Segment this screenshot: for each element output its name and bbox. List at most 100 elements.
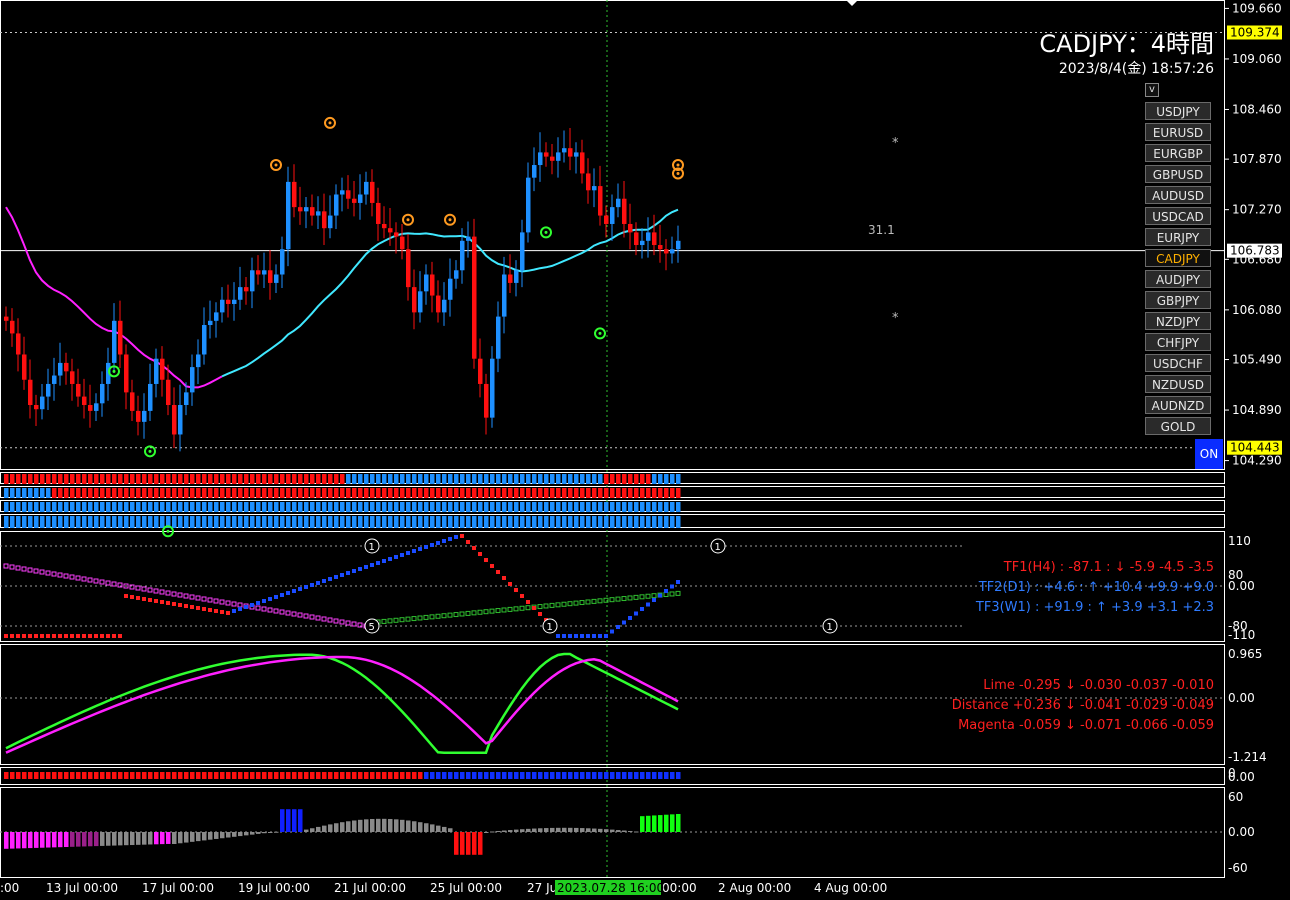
- strip-segment: [454, 488, 459, 498]
- strip-segment: [130, 474, 135, 484]
- symbol-button-eurgbp[interactable]: EURGBP: [1145, 144, 1211, 162]
- strip-segment: [160, 516, 165, 528]
- strip-segment: [214, 488, 219, 498]
- strip-segment: [112, 474, 117, 484]
- strip-segment: [196, 502, 201, 512]
- tf-dot-main: [478, 552, 482, 556]
- symbol-button-gbpjpy[interactable]: GBPJPY: [1145, 291, 1211, 309]
- symbol-button-usdjpy[interactable]: USDJPY: [1145, 102, 1211, 120]
- trend-dot: [310, 772, 315, 779]
- strip-segment: [622, 516, 627, 528]
- star-marker: *: [892, 311, 899, 326]
- tf-axis-label: 80: [1228, 568, 1243, 582]
- price-tick-label: 107.870: [1232, 152, 1282, 166]
- tf-dot-main: [664, 589, 668, 593]
- candle-body: [16, 333, 21, 355]
- strip-segment: [190, 488, 195, 498]
- strip-segment: [616, 516, 621, 528]
- signal-marker: [144, 445, 156, 458]
- strip-segment: [670, 488, 675, 498]
- histogram-bar: [370, 818, 375, 832]
- trend-dot: [166, 772, 171, 779]
- strip-segment: [298, 488, 303, 498]
- tf-dot-main: [250, 603, 254, 607]
- strip-segment: [328, 488, 333, 498]
- symbol-button-nzdjpy[interactable]: NZDJPY: [1145, 312, 1211, 330]
- strip-segment: [484, 502, 489, 512]
- strip-segment: [34, 502, 39, 512]
- strip-segment: [340, 488, 345, 498]
- candle-body: [166, 379, 171, 406]
- trend-dot: [232, 772, 237, 779]
- candle-body: [364, 181, 369, 195]
- strip-segment: [646, 488, 651, 498]
- strip-segment: [610, 516, 615, 528]
- panel-toggle-button[interactable]: v: [1145, 83, 1159, 97]
- histogram-bar: [286, 809, 291, 832]
- tf-dot-green: [543, 603, 549, 609]
- strip-segment: [418, 474, 423, 484]
- histogram-bar: [130, 832, 135, 846]
- tf-dot-green: [519, 605, 525, 611]
- histogram-bar: [604, 829, 609, 832]
- strip-segment: [298, 516, 303, 528]
- symbol-button-audusd[interactable]: AUDUSD: [1145, 186, 1211, 204]
- symbol-button-usdchf[interactable]: USDCHF: [1145, 354, 1211, 372]
- tf-dot-main: [574, 634, 578, 638]
- histogram-bar: [196, 832, 201, 842]
- strip-segment: [292, 516, 297, 528]
- histogram-bar: [238, 832, 243, 837]
- tf-dot-main: [358, 567, 362, 571]
- strip-segment: [94, 488, 99, 498]
- tf-dot-main: [244, 605, 248, 609]
- strip-segment: [442, 488, 447, 498]
- strip-segment: [448, 474, 453, 484]
- symbol-button-nzdusd[interactable]: NZDUSD: [1145, 375, 1211, 393]
- tf-dot-magenta: [39, 569, 45, 575]
- strip-segment: [562, 488, 567, 498]
- tf-dot-green: [483, 609, 489, 615]
- strip-segment: [328, 502, 333, 512]
- strip-segment: [328, 516, 333, 528]
- symbol-button-gbpusd[interactable]: GBPUSD: [1145, 165, 1211, 183]
- symbol-button-gold[interactable]: GOLD: [1145, 417, 1211, 435]
- symbol-button-usdcad[interactable]: USDCAD: [1145, 207, 1211, 225]
- strip-segment: [400, 474, 405, 484]
- strip-segment: [304, 516, 309, 528]
- strip-segment: [196, 474, 201, 484]
- candles: [4, 127, 681, 452]
- strip-segment: [46, 488, 51, 498]
- tf-dot-main: [442, 539, 446, 543]
- strip-segment: [130, 516, 135, 528]
- symbol-button-eurusd[interactable]: EURUSD: [1145, 123, 1211, 141]
- strip-segment: [154, 474, 159, 484]
- tf-dot-main: [208, 608, 212, 612]
- candle-body: [646, 232, 651, 241]
- strip-segment: [106, 502, 111, 512]
- candle-body: [106, 362, 111, 384]
- symbol-button-audjpy[interactable]: AUDJPY: [1145, 270, 1211, 288]
- strip-segment: [448, 502, 453, 512]
- histogram-bar: [76, 832, 81, 847]
- symbol-button-audnzd[interactable]: AUDNZD: [1145, 396, 1211, 414]
- oscillator-lime-line: [5, 652, 679, 754]
- strip-segment: [202, 488, 207, 498]
- tf-dot-main: [472, 546, 476, 550]
- symbol-button-chfjpy[interactable]: CHFJPY: [1145, 333, 1211, 351]
- tf-dot-main: [22, 634, 26, 638]
- candle-body: [460, 240, 465, 271]
- strip-segment: [364, 516, 369, 528]
- histogram-bar: [292, 809, 297, 832]
- tf-dot-magenta: [99, 579, 105, 585]
- strip-segment: [502, 516, 507, 528]
- on-button[interactable]: ON: [1195, 439, 1223, 469]
- symbol-button-cadjpy[interactable]: CADJPY: [1145, 249, 1211, 267]
- trend-dot: [280, 772, 285, 779]
- candle-body: [328, 215, 333, 229]
- hist-axis-label: 60: [1228, 790, 1243, 804]
- symbol-button-eurjpy[interactable]: EURJPY: [1145, 228, 1211, 246]
- strip-segment: [136, 488, 141, 498]
- strip-segment: [556, 474, 561, 484]
- candle-body: [298, 207, 303, 212]
